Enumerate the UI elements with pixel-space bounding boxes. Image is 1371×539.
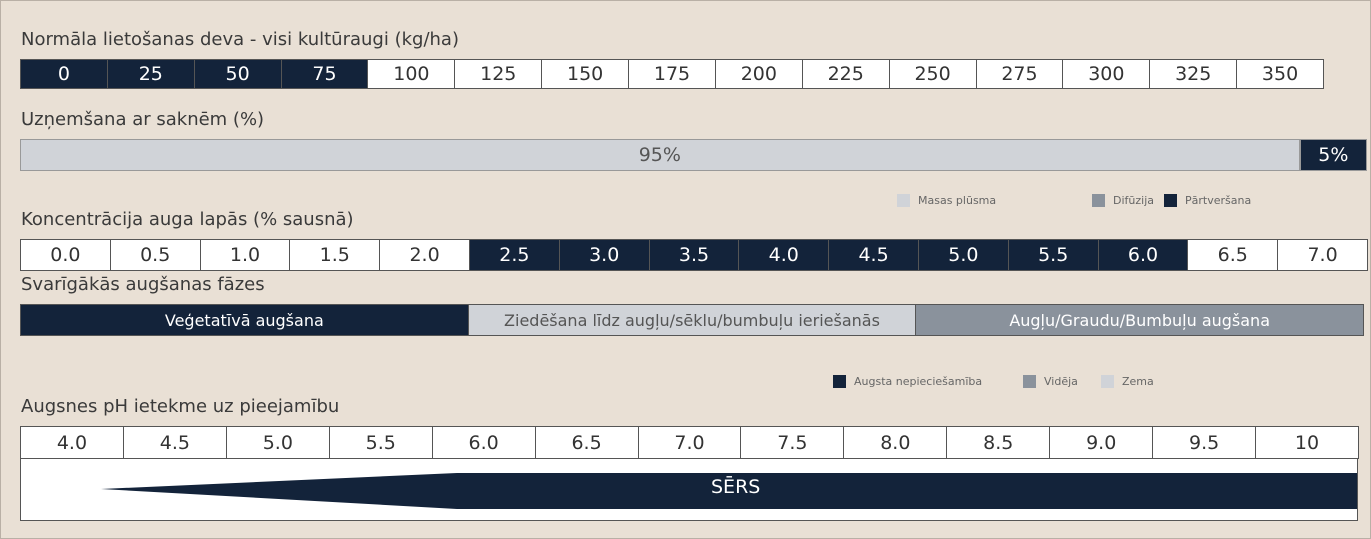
- cell: 5.0: [918, 239, 1009, 271]
- cell: 75: [280, 59, 369, 89]
- cell: 200: [714, 59, 803, 89]
- cell: 0.5: [109, 239, 201, 271]
- legend-item: Difūzija: [1092, 194, 1154, 207]
- cell: 2.0: [379, 239, 470, 271]
- cell: 4.5: [828, 239, 919, 271]
- legend-item: Augsta nepieciešamība: [833, 375, 982, 388]
- cell: 10: [1255, 426, 1359, 459]
- row-title: Koncentrācija auga lapās (% sausnā): [21, 209, 354, 230]
- cell: 1.5: [289, 239, 381, 271]
- legend-label: Masas plūsma: [918, 194, 997, 207]
- cell: 5.0: [225, 426, 330, 459]
- cell: Augļu/Graudu/Bumbuļu augšana: [915, 304, 1364, 336]
- cell: 325: [1149, 59, 1238, 89]
- row-title: Normāla lietošanas deva - visi kultūraug…: [21, 29, 459, 50]
- row-title: Uzņemšana ar saknēm (%): [21, 109, 265, 130]
- cell: 125: [454, 59, 543, 89]
- cell: 7.0: [1277, 239, 1368, 271]
- cell: 4.0: [20, 426, 124, 459]
- cell: 350: [1236, 59, 1324, 89]
- cell: 4.0: [738, 239, 830, 271]
- cell: 0.0: [20, 239, 111, 271]
- legend-label: Vidēja: [1044, 375, 1078, 388]
- cell: 225: [801, 59, 890, 89]
- cell: 5.5: [328, 426, 433, 459]
- legend-label: Pārtveršana: [1185, 194, 1252, 207]
- legend-label: Augsta nepieciešamība: [854, 375, 983, 388]
- cell: 7.0: [637, 426, 742, 459]
- cell: 25: [106, 59, 195, 89]
- legend-swatch: [1101, 375, 1114, 388]
- cell: 3.0: [558, 239, 650, 271]
- legend-swatch: [833, 375, 846, 388]
- cell: 150: [541, 59, 630, 89]
- wedge-box: [20, 459, 1358, 521]
- legend-item: Zema: [1101, 375, 1154, 388]
- cell: 9.5: [1152, 426, 1257, 459]
- cell: 6.0: [1097, 239, 1189, 271]
- cell: 8.0: [843, 426, 948, 459]
- cell: 6.5: [1187, 239, 1279, 271]
- legend-swatch: [1164, 194, 1177, 207]
- cell: 175: [628, 59, 716, 89]
- legend-swatch: [897, 194, 910, 207]
- legend-item: Vidēja: [1023, 375, 1078, 388]
- bar-segment: 95%: [20, 139, 1300, 171]
- cell: 1.0: [199, 239, 291, 271]
- cell: 6.0: [431, 426, 536, 459]
- legend-swatch: [1023, 375, 1036, 388]
- cell: Veģetatīvā augšana: [20, 304, 469, 336]
- bar-segment: 5%: [1299, 139, 1367, 171]
- cell: Ziedēšana līdz augļu/sēklu/bumbuļu ierie…: [467, 304, 917, 336]
- cell: 7.5: [740, 426, 845, 459]
- cell: 2.5: [469, 239, 560, 271]
- legend-item: Masas plūsma: [897, 194, 996, 207]
- cell: 275: [975, 59, 1064, 89]
- wedge-shape: [101, 473, 1357, 509]
- legend-swatch: [1092, 194, 1105, 207]
- cell: 5.5: [1007, 239, 1099, 271]
- cell: 0: [20, 59, 108, 89]
- wedge-label: SĒRS: [711, 476, 761, 498]
- cell: 6.5: [534, 426, 639, 459]
- cell: 50: [193, 59, 282, 89]
- cell: 100: [367, 59, 456, 89]
- cell: 8.5: [946, 426, 1051, 459]
- row-title: Augsnes pH ietekme uz pieejamību: [21, 396, 340, 417]
- cell: 3.5: [648, 239, 740, 271]
- cell: 4.5: [122, 426, 227, 459]
- wedge: [101, 473, 1357, 509]
- row-title: Svarīgākās augšanas fāzes: [21, 274, 265, 295]
- cell: 250: [888, 59, 977, 89]
- legend-label: Zema: [1122, 375, 1154, 388]
- cell: 9.0: [1049, 426, 1154, 459]
- cell: 300: [1062, 59, 1151, 89]
- legend-label: Difūzija: [1113, 194, 1154, 207]
- legend-item: Pārtveršana: [1164, 194, 1251, 207]
